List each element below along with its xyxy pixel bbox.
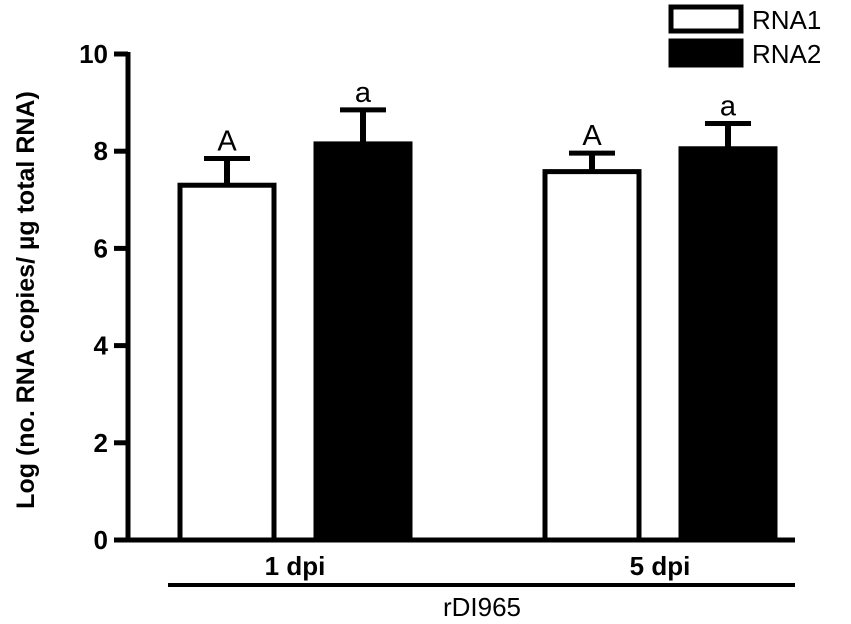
- y-axis-label: Log (no. RNA copies/ µg total RNA): [12, 91, 40, 509]
- bars: Aa 1 dpi Aa 5 dpi: [177, 77, 778, 581]
- y-tick-label: 10: [79, 39, 108, 69]
- group-label: rDI965: [443, 592, 521, 622]
- bar-rna1-2: [542, 169, 642, 543]
- legend: RNA1 RNA2: [668, 4, 821, 69]
- bar-rna1-1: [177, 182, 277, 543]
- y-tick-label: 8: [94, 136, 108, 166]
- significance-label: a: [720, 90, 737, 122]
- legend-label-rna1: RNA1: [752, 5, 821, 35]
- y-tick-label: 6: [94, 233, 108, 263]
- legend-label-rna2: RNA2: [752, 39, 821, 69]
- bar-rna2-2: [678, 146, 778, 543]
- significance-label: a: [355, 77, 372, 109]
- y-tick-label: 4: [94, 331, 109, 361]
- legend-swatch-rna1: [668, 4, 744, 34]
- significance-label: A: [217, 125, 237, 157]
- y-tick-label: 2: [94, 428, 108, 458]
- bar-rna2-1: [313, 141, 413, 543]
- legend-swatch-rna2: [668, 38, 744, 68]
- y-tick-label: 0: [94, 525, 108, 555]
- x-category-label: 1 dpi: [265, 551, 326, 581]
- significance-label: A: [582, 120, 602, 152]
- x-category-label: 5 dpi: [630, 551, 691, 581]
- y-axis-label-group: Log (no. RNA copies/ µg total RNA): [12, 91, 40, 509]
